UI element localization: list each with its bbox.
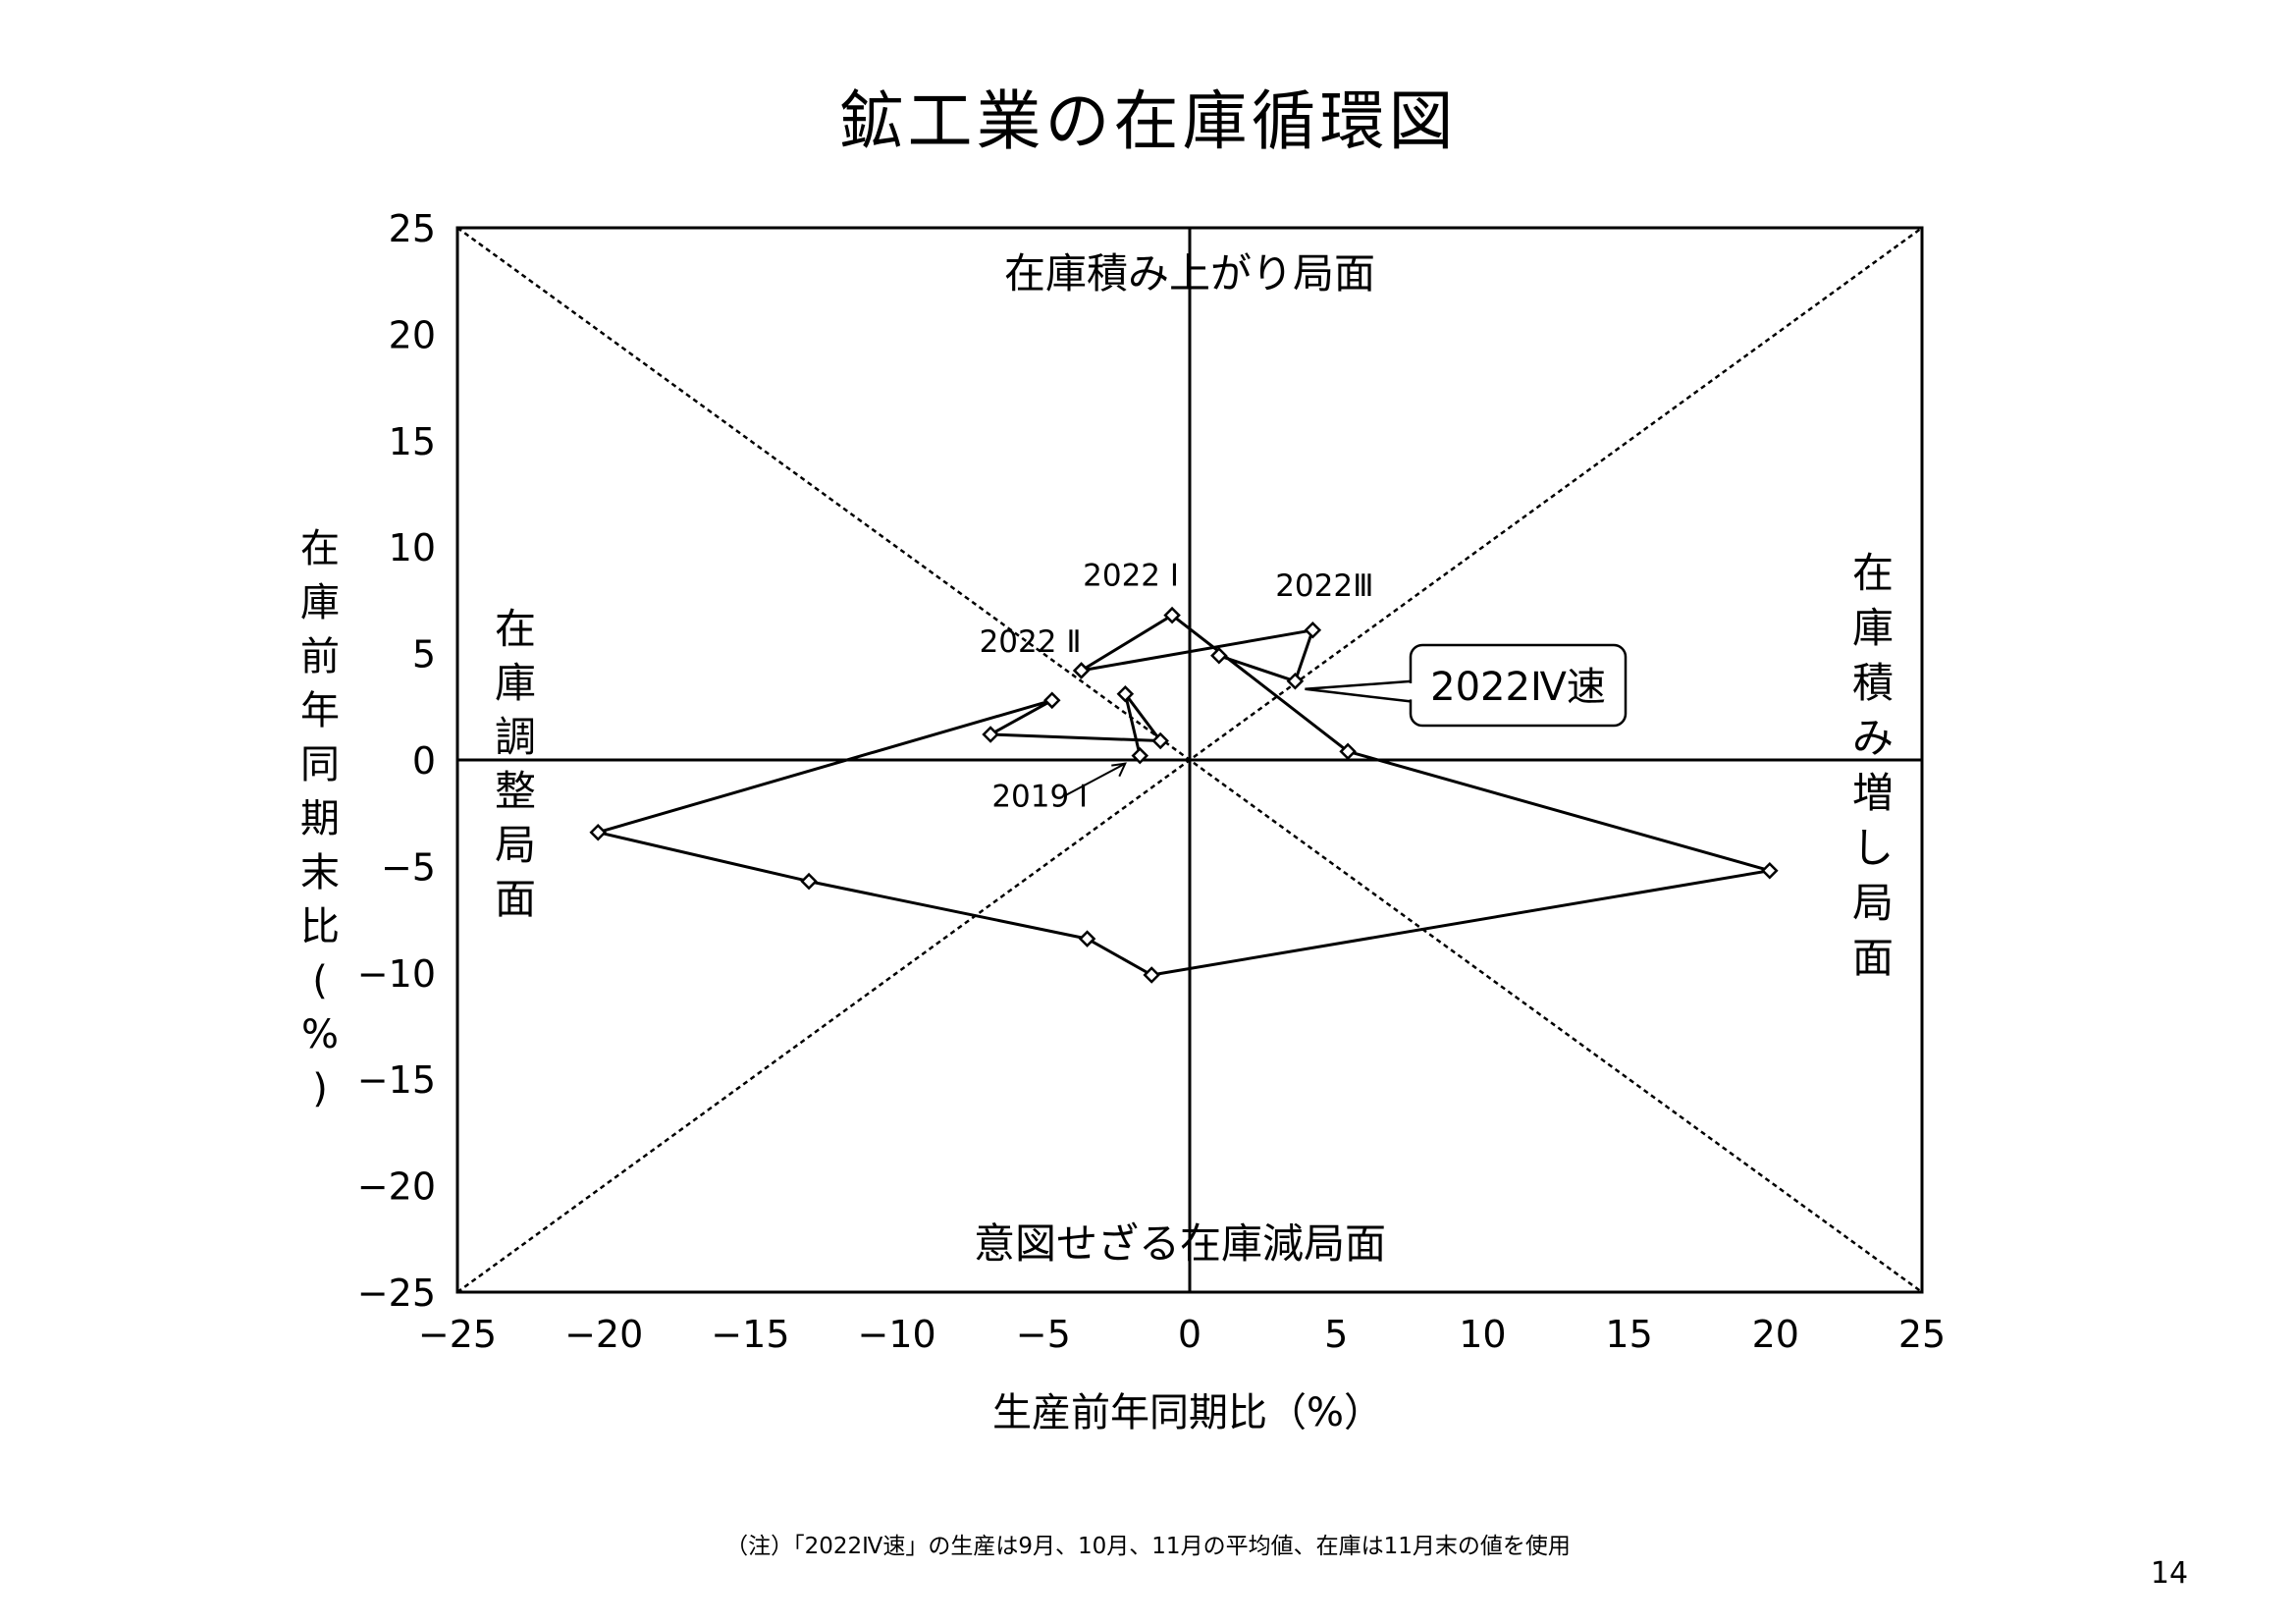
label-arrow [1065, 762, 1126, 796]
footnote: （注）「2022Ⅳ速」の生産は9月、10月、11月の平均値、在庫は11月末の値を… [725, 1534, 1571, 1559]
y-tick-label: 0 [412, 739, 436, 783]
data-point [1151, 731, 1169, 750]
point-label: 2022Ⅲ [1275, 568, 1373, 604]
data-point [982, 726, 999, 743]
x-tick-label: −20 [564, 1313, 643, 1356]
data-point [589, 823, 607, 841]
y-tick-label: 25 [389, 207, 436, 250]
y-tick-label: −5 [381, 845, 436, 889]
quadrant-label-bottom: 意図せざる在庫減局面 [974, 1219, 1386, 1268]
quadrant-label-left: 在庫調整局面 [495, 605, 536, 923]
x-tick-label: 20 [1752, 1313, 1799, 1356]
data-point [1078, 930, 1096, 947]
y-tick-label: 10 [389, 526, 436, 569]
data-point [1131, 746, 1149, 765]
point-label: 2019 Ⅰ [991, 780, 1088, 815]
x-tick-label: −5 [1016, 1313, 1071, 1356]
data-point [800, 872, 818, 891]
y-tick-label: −10 [357, 952, 436, 996]
callout-pointer [1305, 679, 1412, 703]
page-number: 14 [2150, 1556, 2189, 1591]
page-title: 鉱工業の在庫循環図 [838, 83, 1458, 159]
data-point [1143, 966, 1160, 984]
data-point [1761, 861, 1779, 880]
data-point [1042, 691, 1061, 710]
x-tick-label: 10 [1459, 1313, 1506, 1356]
data-point [1116, 685, 1135, 703]
x-tick-label: −25 [418, 1313, 497, 1356]
data-markers [589, 606, 1779, 984]
series-path [596, 614, 1772, 977]
x-tick-labels: −25 −20 −15 −10 −5 0 5 10 15 20 25 [418, 1313, 1946, 1356]
series-line [596, 614, 1772, 977]
x-axis-label: 生産前年同期比（%） [992, 1390, 1383, 1435]
data-point [1304, 621, 1322, 639]
data-point [1286, 673, 1305, 690]
data-point [1210, 647, 1228, 665]
y-tick-labels: 25 20 15 10 5 0 −5 −10 −15 −20 −25 [357, 207, 436, 1315]
x-tick-label: 0 [1178, 1313, 1201, 1356]
y-tick-label: −25 [357, 1272, 436, 1315]
data-point [1163, 606, 1181, 624]
label-arrow-head [1111, 762, 1127, 778]
y-tick-label: 15 [389, 420, 436, 463]
x-tick-label: 25 [1898, 1313, 1946, 1356]
quadrant-label-right: 在庫積み増し局面 [1852, 549, 1894, 982]
x-tick-label: −10 [857, 1313, 935, 1356]
y-tick-label: −15 [357, 1058, 436, 1102]
x-tick-label: 15 [1605, 1313, 1652, 1356]
y-axis-label: 在庫前年同期末比(%) [300, 526, 340, 1111]
point-label: 2022 Ⅱ [980, 624, 1082, 660]
y-tick-label: 20 [389, 313, 436, 356]
point-label: 2022 Ⅰ [1083, 559, 1179, 594]
zero-axes [457, 228, 1922, 1292]
x-tick-label: −15 [711, 1313, 789, 1356]
callout-joint [1409, 682, 1415, 700]
data-point [1339, 742, 1357, 761]
y-tick-label: −20 [357, 1165, 436, 1209]
y-tick-label: 5 [412, 633, 436, 677]
x-tick-label: 5 [1324, 1313, 1348, 1356]
quadrant-label-top: 在庫積み上がり局面 [1004, 249, 1375, 298]
point-label: 2022Ⅳ速 [1430, 665, 1606, 710]
data-point [1072, 662, 1091, 679]
